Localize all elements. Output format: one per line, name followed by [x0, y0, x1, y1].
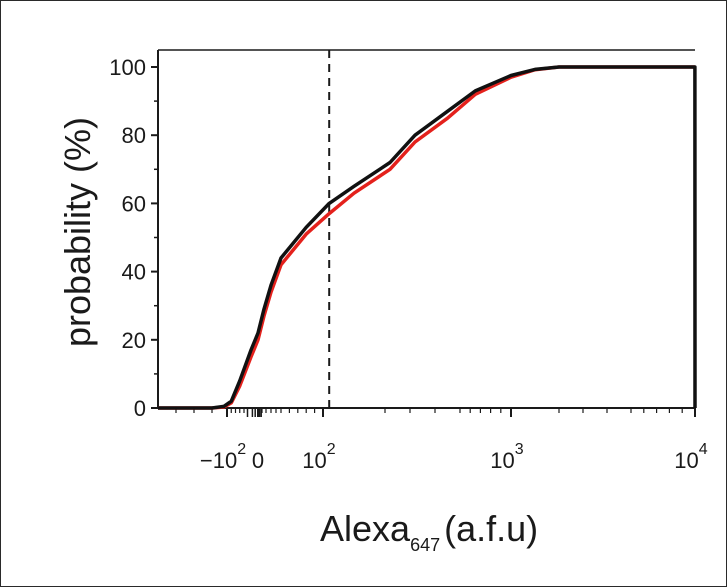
- plot-curves: [158, 50, 697, 410]
- x-tick-label: 103: [490, 441, 523, 473]
- x-axis-label-units: (a.f.u): [444, 508, 538, 549]
- y-axis-label: probability (%): [57, 117, 98, 347]
- x-tick-exponent: 4: [699, 441, 708, 458]
- x-axis-label-subscript: 647: [410, 535, 440, 555]
- y-tick-label: 60: [122, 191, 146, 216]
- y-tick-label: 0: [134, 396, 146, 421]
- y-tick-label: 80: [122, 123, 146, 148]
- x-tick-label: 102: [302, 441, 335, 473]
- axis-labels: probability (%) Alexa647 (a.f.u): [57, 117, 538, 555]
- series-line: [158, 65, 695, 410]
- x-axis-label-main: Alexa: [320, 508, 411, 549]
- x-tick-label: −102: [200, 441, 246, 473]
- x-tick-label: 104: [674, 441, 707, 473]
- y-tick-label: 40: [122, 260, 146, 285]
- y-tick-label: 20: [122, 328, 146, 353]
- x-axis-label: Alexa647 (a.f.u): [320, 508, 538, 555]
- x-tick-exponent: 2: [327, 441, 336, 458]
- y-tick-label: 100: [109, 55, 146, 80]
- series-line: [158, 65, 697, 410]
- x-tick-exponent: 2: [237, 441, 246, 458]
- x-tick-label: 0: [252, 448, 264, 473]
- x-tick-exponent: 3: [515, 441, 524, 458]
